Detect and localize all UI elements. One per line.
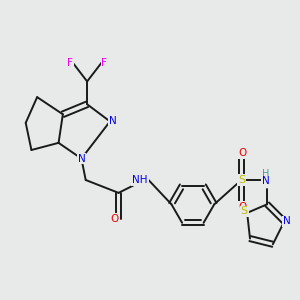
Text: S: S — [238, 175, 245, 185]
Text: O: O — [239, 202, 247, 212]
Text: S: S — [241, 206, 248, 216]
Text: N: N — [262, 176, 270, 186]
Text: F: F — [101, 58, 107, 68]
Text: O: O — [110, 214, 118, 224]
Text: O: O — [239, 148, 247, 158]
Text: F: F — [67, 58, 73, 68]
Text: N: N — [78, 154, 85, 164]
Text: N: N — [109, 116, 117, 126]
Text: N: N — [283, 216, 291, 226]
Text: NH: NH — [132, 175, 148, 185]
Text: H: H — [262, 169, 269, 179]
